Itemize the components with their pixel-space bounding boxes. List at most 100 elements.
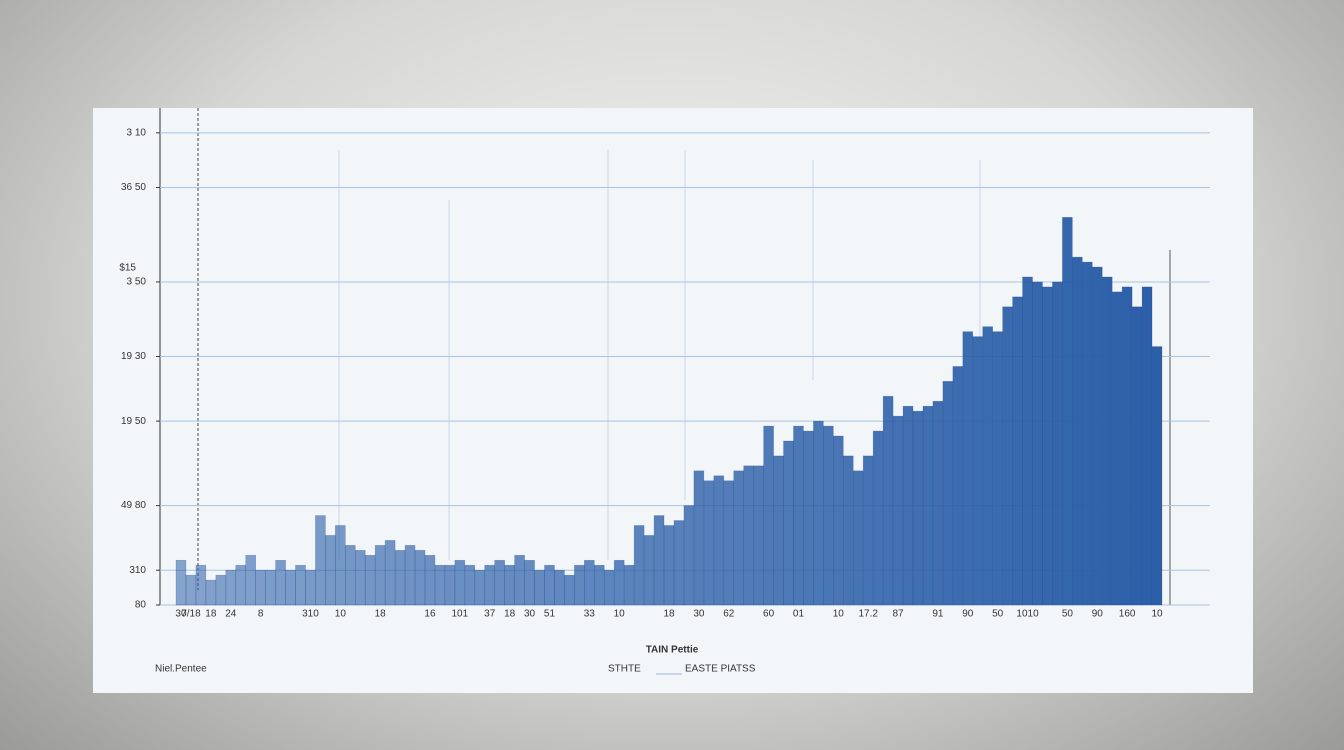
y-tick-label: 49 80 (121, 500, 146, 511)
y-tick-label: 3 50 (127, 277, 147, 288)
bar (444, 564, 456, 606)
bar (1082, 261, 1093, 606)
bar (434, 564, 446, 606)
bar (265, 569, 276, 606)
bar (504, 564, 515, 606)
bar (544, 564, 555, 606)
annotation: $15 (119, 263, 136, 274)
subtitle-right: EASTE PIATSS (685, 664, 756, 675)
bar (335, 525, 346, 606)
y-tick-label: 19 50 (121, 416, 146, 427)
bar (703, 480, 715, 606)
x-tick-label: 60 (763, 609, 775, 620)
x-tick-label: 1010 (1016, 609, 1039, 620)
bar (474, 569, 486, 606)
bar (683, 505, 695, 606)
x-tick-label: 7/18 (181, 609, 201, 620)
x-tick-label: 10 (833, 609, 845, 620)
bar (733, 470, 744, 606)
bar (1141, 286, 1153, 606)
bar (892, 415, 904, 606)
bar (912, 410, 924, 606)
bar (384, 540, 396, 606)
bar (753, 465, 764, 606)
x-tick-label: 91 (932, 609, 944, 620)
bar (494, 559, 505, 606)
y-tick-label: 3 10 (127, 127, 147, 138)
y-tick-label: 36 50 (121, 182, 146, 193)
x-tick-label: 8 (258, 609, 264, 620)
bar (484, 564, 496, 606)
footer-left: Niel.Pentee (155, 664, 207, 675)
bar (534, 569, 545, 606)
bar (783, 440, 794, 606)
bar (723, 480, 735, 606)
bar (175, 559, 187, 606)
bar (713, 475, 725, 606)
x-tick-label: 90 (962, 609, 974, 620)
bar (325, 535, 336, 606)
bar (1151, 346, 1163, 606)
bar (454, 559, 466, 606)
bar (394, 550, 406, 606)
bar (932, 400, 944, 606)
bar (185, 574, 197, 606)
x-tick-label: 50 (992, 609, 1004, 620)
bar (653, 515, 665, 606)
x-tick-label: 18 (663, 609, 675, 620)
bar (603, 569, 615, 606)
bar (872, 430, 884, 606)
bar (842, 455, 854, 606)
x-tick-label: 62 (723, 609, 735, 620)
bar (862, 455, 874, 606)
bar (285, 569, 296, 606)
x-tick-label: 33 (584, 609, 596, 620)
bar (1091, 266, 1103, 606)
x-tick-label: 30 (524, 609, 536, 620)
bar (882, 395, 894, 606)
bar (803, 430, 814, 606)
bar (833, 435, 844, 606)
x-tick-label: 90 (1092, 609, 1104, 620)
bar (823, 425, 834, 606)
x-tick-label: 18 (504, 609, 516, 620)
x-tick-label: 17.2 (858, 609, 878, 620)
x-tick-label: 10 (335, 609, 347, 620)
bar (295, 564, 306, 606)
x-tick-label: 10 (614, 609, 626, 620)
x-tick-label: 37 (484, 609, 496, 620)
bar (424, 554, 436, 606)
bar (1042, 286, 1053, 606)
bar (255, 569, 266, 606)
bar (404, 545, 416, 606)
bar (1032, 281, 1043, 606)
x-tick-label: 87 (893, 609, 905, 620)
x-tick-label: 30 (693, 609, 705, 620)
bar (773, 455, 784, 606)
x-tick-label: 310 (302, 609, 319, 620)
x-tick-label: 16 (424, 609, 436, 620)
bar (1072, 256, 1083, 606)
bar (982, 326, 993, 606)
bar (1022, 276, 1033, 606)
bar (1131, 306, 1143, 606)
y-tick-label: 310 (129, 565, 146, 576)
subtitle-left: STHTE (608, 664, 641, 675)
bar (205, 579, 217, 606)
bar (623, 564, 635, 606)
bar (633, 525, 645, 606)
y-tick-label: 80 (135, 600, 147, 611)
bar (793, 425, 804, 606)
bar (235, 564, 247, 606)
bar (215, 574, 227, 606)
x-tick-label: 01 (793, 609, 805, 620)
bar (524, 559, 535, 606)
bar (962, 331, 974, 606)
bar (225, 569, 237, 606)
bar (673, 520, 685, 606)
bar (464, 564, 476, 606)
bar (305, 569, 316, 606)
bar (743, 465, 754, 606)
bar (574, 564, 585, 606)
